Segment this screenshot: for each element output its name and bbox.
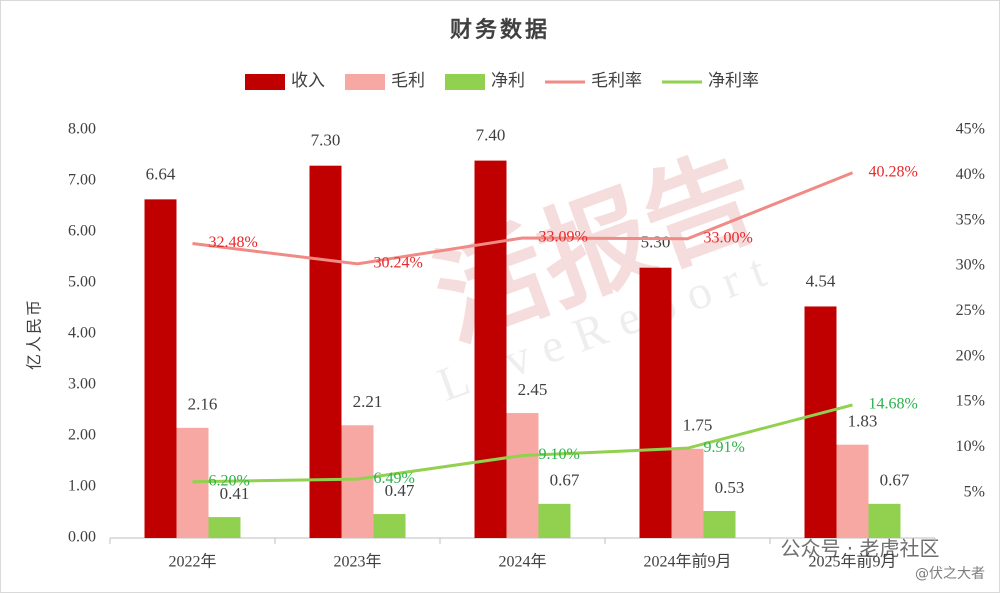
legend-label: 净利率 — [708, 71, 759, 90]
bar-value-label: 2.16 — [188, 395, 218, 414]
line-value-label: 6.49% — [374, 470, 415, 487]
y-tick-label: 4.00 — [68, 325, 96, 342]
bar-value-label: 7.40 — [476, 126, 506, 145]
y-tick-label: 6.00 — [68, 223, 96, 240]
x-tick-label: 2025年前9月 — [808, 553, 896, 571]
watermark-text: @伏之大者 — [915, 566, 985, 582]
bar-value-label: 0.67 — [550, 471, 580, 490]
bar-value-label: 7.30 — [311, 131, 341, 150]
y2-tick-label: 45% — [956, 121, 985, 138]
y2-tick-label: 35% — [956, 211, 985, 228]
y-tick-label: 5.00 — [68, 274, 96, 291]
line-value-label: 9.10% — [539, 446, 580, 463]
y2-tick-label: 15% — [956, 393, 985, 410]
y-tick-label: 8.00 — [68, 121, 96, 138]
bar — [868, 503, 901, 538]
legend-swatch — [245, 74, 285, 90]
y2-tick-label: 30% — [956, 257, 985, 274]
bar — [671, 448, 704, 538]
legend-swatch — [445, 74, 485, 90]
x-tick-label: 2022年 — [168, 553, 216, 571]
legend-swatch — [345, 74, 385, 90]
bar-value-label: 0.53 — [715, 478, 745, 497]
x-tick-label: 2024年 — [498, 553, 546, 571]
bar-value-label: 1.75 — [683, 416, 713, 435]
y2-tick-label: 10% — [956, 438, 985, 455]
bar — [341, 425, 374, 538]
y-tick-label: 7.00 — [68, 172, 96, 189]
line-value-label: 30.24% — [374, 254, 423, 271]
legend-label: 收入 — [291, 71, 325, 90]
bar-value-label: 0.41 — [220, 484, 250, 503]
line-value-label: 6.20% — [209, 472, 250, 489]
y-tick-label: 2.00 — [68, 427, 96, 444]
legend-label: 毛利 — [391, 71, 425, 90]
bar — [538, 503, 571, 538]
bar — [309, 165, 342, 538]
chart-title: 财务数据 — [450, 17, 550, 42]
line-value-label: 32.48% — [209, 234, 258, 251]
x-tick-label: 2023年 — [333, 553, 381, 571]
y-tick-label: 3.00 — [68, 376, 96, 393]
bar — [804, 306, 837, 538]
bar-value-label: 5.30 — [641, 233, 671, 252]
line — [192, 171, 854, 266]
y2-tick-label: 25% — [956, 302, 985, 319]
x-tick-label: 2024年前9月 — [643, 553, 731, 571]
bar-value-label: 4.54 — [806, 271, 836, 290]
line-value-label: 40.28% — [869, 163, 918, 180]
y2-tick-label: 40% — [956, 166, 985, 183]
bar — [373, 514, 406, 538]
bar — [208, 517, 241, 538]
bar — [506, 413, 539, 538]
line-value-label: 14.68% — [869, 396, 918, 413]
watermark-text: 公众号 · 老虎社区 — [780, 537, 939, 561]
bar-value-label: 0.47 — [385, 481, 415, 500]
line — [192, 403, 853, 484]
bar-value-label: 2.45 — [518, 380, 548, 399]
line-value-label: 9.91% — [704, 439, 745, 456]
bar — [703, 510, 736, 538]
y-axis-label: 亿人民币 — [26, 298, 44, 370]
bar-value-label: 1.83 — [848, 412, 878, 431]
line-value-label: 33.09% — [539, 229, 588, 246]
bar-value-label: 6.64 — [146, 164, 176, 183]
y-tick-label: 1.00 — [68, 478, 96, 495]
y2-tick-label: 5% — [964, 483, 985, 500]
line-value-label: 33.00% — [704, 229, 753, 246]
legend-label: 毛利率 — [591, 71, 642, 90]
y-tick-label: 0.00 — [68, 529, 96, 546]
bar-value-label: 0.67 — [880, 471, 910, 490]
bar — [836, 444, 869, 538]
legend-label: 净利 — [491, 71, 525, 90]
bar — [639, 267, 672, 538]
bar — [144, 199, 177, 539]
y2-tick-label: 20% — [956, 347, 985, 364]
bar — [474, 160, 507, 538]
bar-value-label: 2.21 — [353, 392, 383, 411]
